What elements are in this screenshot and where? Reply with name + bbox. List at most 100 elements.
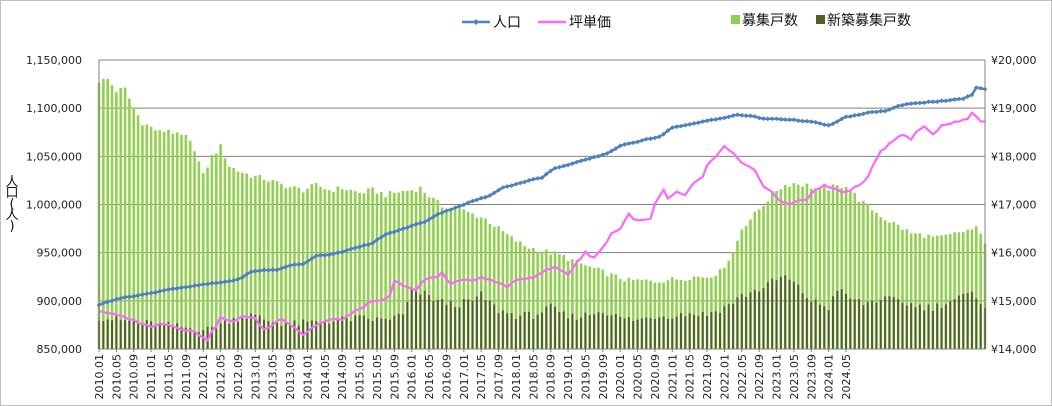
bar-new-listings: [488, 300, 491, 349]
point-population: [322, 252, 328, 258]
bar-new-listings: [119, 319, 122, 349]
bar-total-listings: [345, 190, 348, 349]
point-population: [826, 122, 832, 128]
bar-total-listings: [267, 181, 270, 349]
point-population: [782, 117, 788, 123]
bar-total-listings: [410, 190, 414, 349]
bar-total-listings: [783, 185, 787, 349]
bar-total-listings: [575, 259, 579, 349]
point-population: [127, 294, 132, 300]
point-population: [952, 97, 957, 102]
bar-total-listings: [814, 188, 817, 349]
bar-new-listings: [914, 307, 917, 349]
point-population: [305, 259, 310, 264]
bar-new-listings: [858, 299, 861, 349]
x-tick-label: 2011.09: [180, 354, 193, 400]
point-population: [387, 230, 393, 236]
point-population: [513, 181, 519, 187]
bar-total-listings: [610, 273, 613, 349]
bar-new-listings: [319, 322, 322, 349]
bar-new-listings: [323, 321, 326, 349]
point-population: [435, 211, 441, 217]
bar-new-listings: [163, 323, 166, 349]
bar-new-listings: [740, 293, 743, 349]
point-population: [882, 108, 888, 114]
point-population: [604, 150, 610, 156]
legend: 人口 坪単価 募集戸数 新築募集戸数: [462, 12, 911, 31]
bar-new-listings: [393, 315, 396, 349]
bar-new-listings: [541, 312, 543, 349]
x-tick-label: 2016.01: [406, 354, 419, 400]
point-population: [678, 123, 684, 129]
point-population: [556, 164, 562, 170]
point-population: [100, 300, 106, 306]
point-population: [761, 116, 766, 121]
bar-new-listings: [280, 325, 283, 349]
bar-new-listings: [180, 327, 183, 349]
point-population: [800, 118, 805, 124]
bar-total-listings: [340, 189, 344, 349]
bar-total-listings: [558, 254, 561, 349]
bar-total-listings: [922, 238, 926, 349]
bar-total-listings: [397, 192, 400, 349]
bar-total-listings: [940, 235, 943, 349]
bar-total-listings: [314, 182, 318, 349]
bar-total-listings: [566, 260, 570, 349]
point-population: [331, 251, 336, 257]
x-tick-label: 2023.09: [805, 354, 818, 400]
bar-new-listings: [202, 330, 205, 349]
point-population: [748, 113, 753, 119]
bar-new-listings: [788, 279, 791, 349]
point-population: [726, 114, 732, 120]
x-tick-label: 2011.05: [162, 354, 175, 400]
bar-total-listings: [731, 252, 735, 349]
bar-total-listings: [801, 186, 804, 349]
bar-new-listings: [905, 305, 908, 349]
lines: [96, 85, 988, 342]
point-population: [239, 275, 245, 280]
line-price: [98, 111, 986, 342]
bar-new-listings: [219, 323, 222, 349]
bar-new-listings: [758, 291, 761, 349]
point-population: [226, 278, 232, 284]
bar-total-listings: [327, 190, 331, 349]
point-population: [700, 119, 706, 124]
bar-total-listings: [631, 280, 635, 349]
point-population: [756, 115, 762, 121]
bar-total-listings: [805, 183, 809, 349]
bar-new-listings: [614, 313, 617, 349]
point-population: [344, 247, 349, 253]
point-population: [583, 157, 588, 163]
point-population: [856, 112, 862, 118]
point-population: [452, 205, 458, 211]
point-population: [765, 116, 771, 122]
x-tick-label: 2011.01: [145, 354, 158, 400]
point-population: [222, 279, 228, 285]
bar-new-listings: [588, 315, 591, 349]
x-tick-label: 2015.09: [388, 354, 401, 400]
bar-total-listings: [809, 188, 813, 349]
bar-new-listings: [649, 318, 652, 349]
bar-new-listings: [284, 323, 287, 349]
bar-new-listings: [432, 301, 435, 349]
bar-new-listings: [436, 300, 439, 349]
bar-new-listings: [523, 311, 526, 349]
bar-new-listings: [137, 321, 140, 349]
bar-new-listings: [310, 320, 313, 349]
bar-new-listings: [558, 311, 561, 349]
bar-total-listings: [879, 217, 883, 349]
bar-new-listings: [549, 303, 552, 349]
bar-new-listings: [805, 298, 808, 349]
bar-total-listings: [388, 191, 392, 349]
point-population: [804, 118, 810, 124]
bar-new-listings: [167, 321, 170, 349]
point-population: [548, 168, 554, 174]
point-population: [170, 286, 176, 292]
bar-new-listings: [184, 327, 187, 349]
point-population: [283, 264, 289, 270]
x-tick-label: 2023.01: [771, 354, 784, 400]
bar-new-listings: [245, 318, 248, 349]
bar-total-listings: [597, 267, 600, 349]
bar-new-listings: [371, 321, 374, 349]
bar-total-listings: [935, 235, 939, 349]
